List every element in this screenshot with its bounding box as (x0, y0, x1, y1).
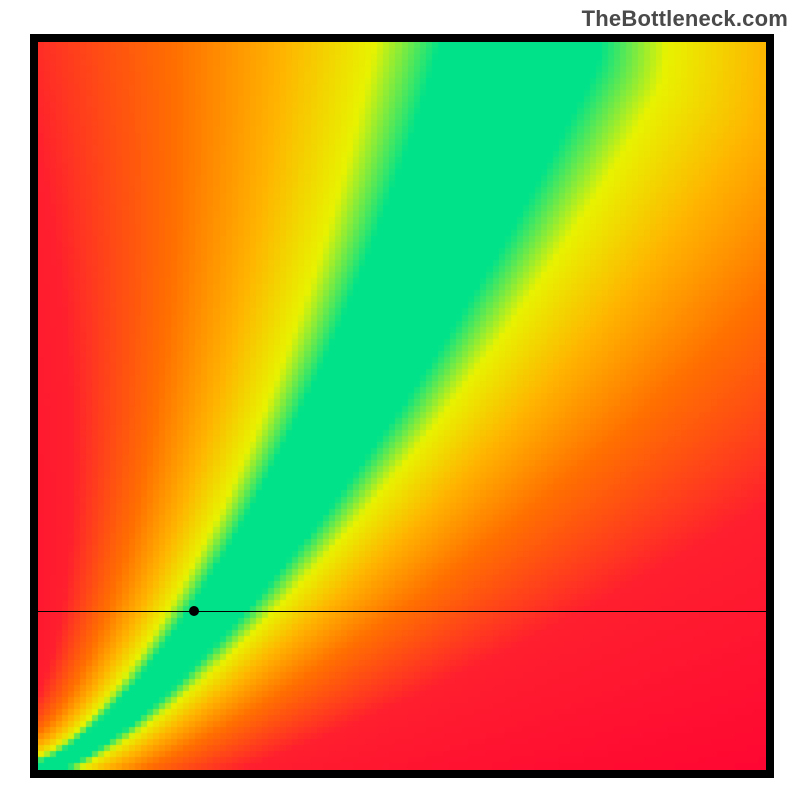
marker-dot (189, 606, 199, 616)
plot-frame (30, 34, 774, 778)
crosshair-horizontal (38, 611, 766, 612)
watermark-text: TheBottleneck.com (582, 6, 788, 32)
plot-area (38, 42, 766, 770)
chart-container: TheBottleneck.com (0, 0, 800, 800)
heatmap-canvas (38, 42, 766, 770)
